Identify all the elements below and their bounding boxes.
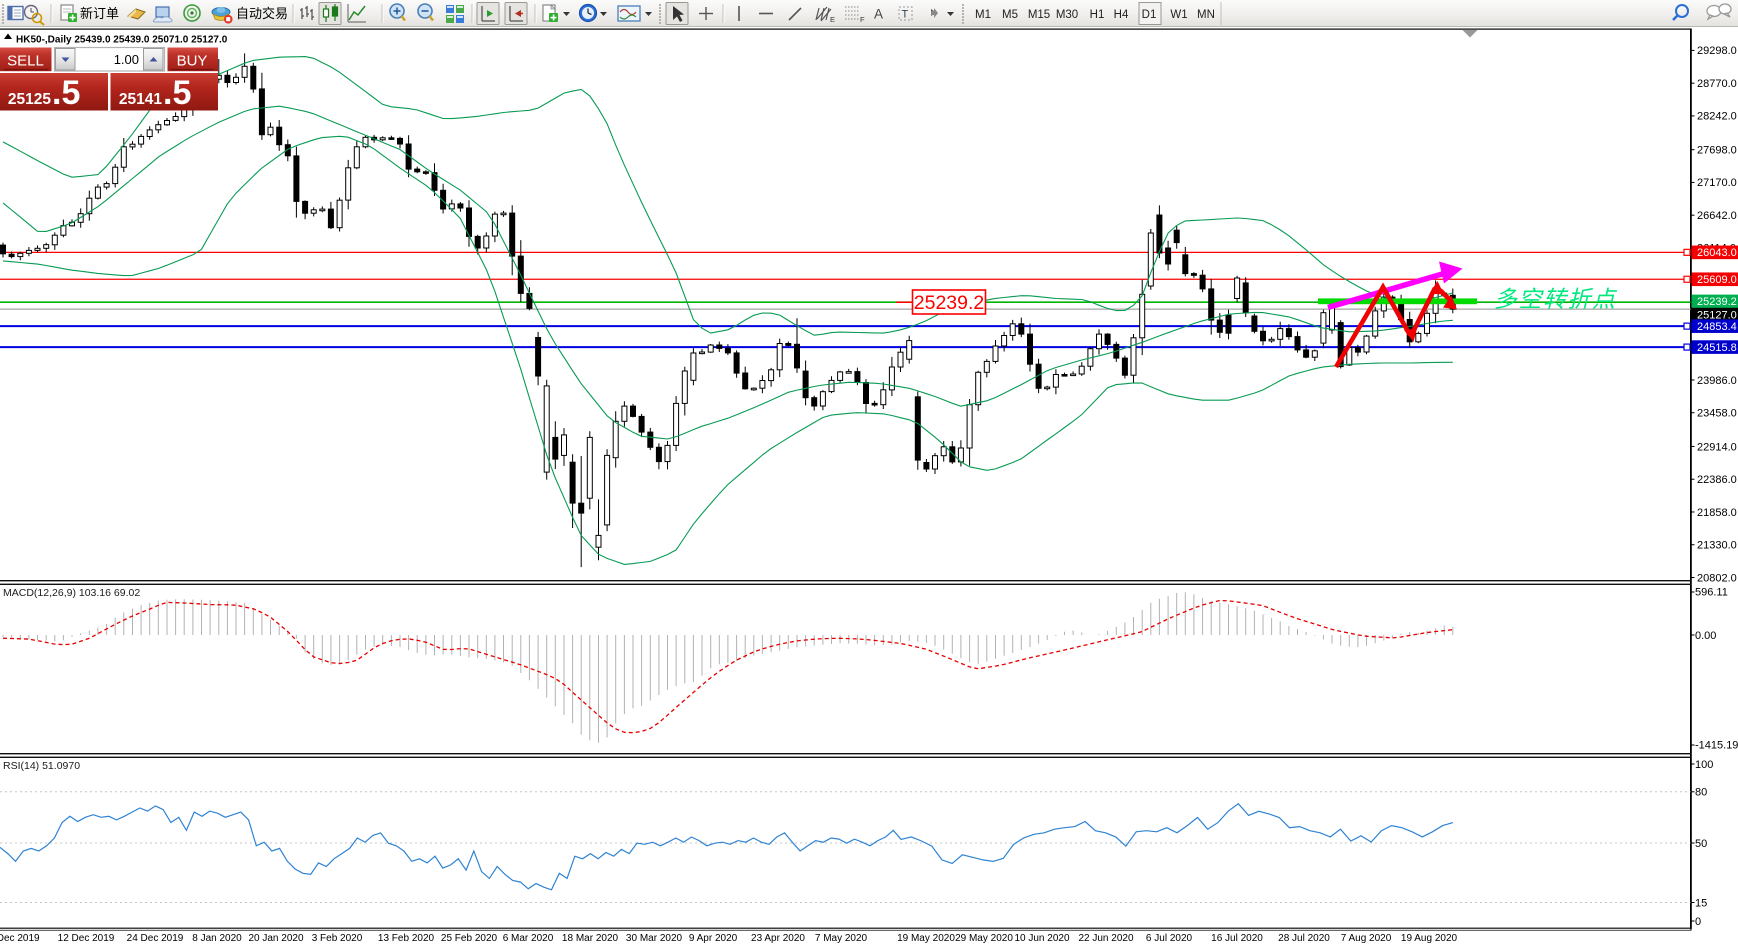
svg-text:25125: 25125: [8, 91, 51, 108]
svg-text:26642.0: 26642.0: [1697, 210, 1737, 222]
svg-text:15: 15: [1695, 897, 1707, 909]
svg-text:21330.0: 21330.0: [1697, 540, 1737, 552]
svg-text:29 May 2020: 29 May 2020: [955, 933, 1013, 944]
svg-text:80: 80: [1695, 787, 1707, 799]
svg-text:6 Jul 2020: 6 Jul 2020: [1146, 933, 1193, 944]
svg-text:.5: .5: [163, 74, 191, 112]
svg-text:BUY: BUY: [177, 53, 208, 70]
svg-text:596.11: 596.11: [1695, 587, 1728, 599]
svg-text:26043.0: 26043.0: [1697, 247, 1737, 259]
svg-text:2 Dec 2019: 2 Dec 2019: [0, 933, 40, 944]
svg-text:9 Apr 2020: 9 Apr 2020: [689, 933, 738, 944]
svg-text:自动交易: 自动交易: [236, 6, 288, 21]
svg-text:M1: M1: [975, 9, 991, 21]
svg-text:HK50-,Daily 25439.0 25439.0 2: HK50-,Daily 25439.0 25439.0 25071.0 2512…: [16, 35, 228, 46]
svg-text:19 Aug 2020: 19 Aug 2020: [1401, 933, 1458, 944]
svg-text:22 Jun 2020: 22 Jun 2020: [1078, 933, 1133, 944]
svg-text:22914.0: 22914.0: [1697, 441, 1737, 453]
svg-text:25239.2: 25239.2: [1697, 296, 1737, 308]
svg-text:6 Mar 2020: 6 Mar 2020: [503, 933, 554, 944]
svg-text:30 Mar 2020: 30 Mar 2020: [626, 933, 683, 944]
svg-text:16 Jul 2020: 16 Jul 2020: [1211, 933, 1263, 944]
svg-text:20 Jan 2020: 20 Jan 2020: [248, 933, 303, 944]
svg-text:W1: W1: [1170, 9, 1187, 21]
svg-text:.5: .5: [52, 74, 80, 112]
svg-text:H4: H4: [1114, 9, 1129, 21]
svg-text:23986.0: 23986.0: [1697, 375, 1737, 387]
svg-text:28 Jul 2020: 28 Jul 2020: [1278, 933, 1330, 944]
svg-text:D1: D1: [1142, 9, 1157, 21]
svg-text:MACD(12,26,9) 103.16 69.02: MACD(12,26,9) 103.16 69.02: [3, 587, 140, 599]
svg-text:27698.0: 27698.0: [1697, 144, 1737, 156]
svg-text:7 Aug 2020: 7 Aug 2020: [1341, 933, 1392, 944]
svg-text:M5: M5: [1002, 9, 1018, 21]
svg-text:25239.2: 25239.2: [914, 292, 985, 314]
svg-text:25127.0: 25127.0: [1697, 309, 1737, 321]
svg-text:22386.0: 22386.0: [1697, 474, 1737, 486]
svg-text:T: T: [902, 9, 909, 21]
svg-text:E: E: [830, 15, 835, 24]
svg-text:25141: 25141: [119, 91, 162, 108]
svg-text:21858.0: 21858.0: [1697, 507, 1737, 519]
svg-text:25609.0: 25609.0: [1697, 274, 1737, 286]
svg-text:多空转折点: 多空转折点: [1494, 286, 1618, 312]
svg-text:13 Feb 2020: 13 Feb 2020: [378, 933, 435, 944]
svg-text:25 Feb 2020: 25 Feb 2020: [441, 933, 498, 944]
svg-text:23 Apr 2020: 23 Apr 2020: [751, 933, 805, 944]
svg-text:50: 50: [1695, 838, 1707, 850]
svg-text:SELL: SELL: [7, 53, 44, 70]
svg-text:10 Jun 2020: 10 Jun 2020: [1014, 933, 1069, 944]
svg-text:-1415.19: -1415.19: [1695, 740, 1738, 752]
svg-text:新订单: 新订单: [80, 6, 119, 21]
svg-text:24853.4: 24853.4: [1697, 321, 1737, 333]
svg-text:M15: M15: [1028, 9, 1050, 21]
svg-text:12 Dec 2019: 12 Dec 2019: [58, 933, 115, 944]
svg-text:29298.0: 29298.0: [1697, 45, 1737, 57]
svg-text:0.00: 0.00: [1695, 630, 1716, 642]
svg-text:100: 100: [1695, 759, 1713, 771]
svg-text:24515.8: 24515.8: [1697, 342, 1737, 354]
svg-text:0: 0: [1695, 916, 1701, 928]
svg-text:19 May 2020: 19 May 2020: [897, 933, 955, 944]
svg-text:1.00: 1.00: [114, 52, 139, 67]
svg-text:H1: H1: [1090, 9, 1105, 21]
svg-text:8 Jan 2020: 8 Jan 2020: [192, 933, 242, 944]
svg-text:28770.0: 28770.0: [1697, 78, 1737, 90]
svg-text:MN: MN: [1197, 9, 1215, 21]
svg-text:M30: M30: [1056, 9, 1078, 21]
svg-text:A: A: [874, 7, 883, 22]
svg-text:18 Mar 2020: 18 Mar 2020: [562, 933, 619, 944]
svg-text:7 May 2020: 7 May 2020: [815, 933, 868, 944]
svg-text:3 Feb 2020: 3 Feb 2020: [312, 933, 363, 944]
svg-text:20802.0: 20802.0: [1697, 572, 1737, 584]
svg-text:28242.0: 28242.0: [1697, 111, 1737, 123]
svg-text:RSI(14) 51.0970: RSI(14) 51.0970: [3, 760, 80, 772]
svg-text:23458.0: 23458.0: [1697, 408, 1737, 420]
svg-text:24 Dec 2019: 24 Dec 2019: [127, 933, 184, 944]
svg-text:27170.0: 27170.0: [1697, 177, 1737, 189]
svg-text:F: F: [860, 15, 865, 24]
